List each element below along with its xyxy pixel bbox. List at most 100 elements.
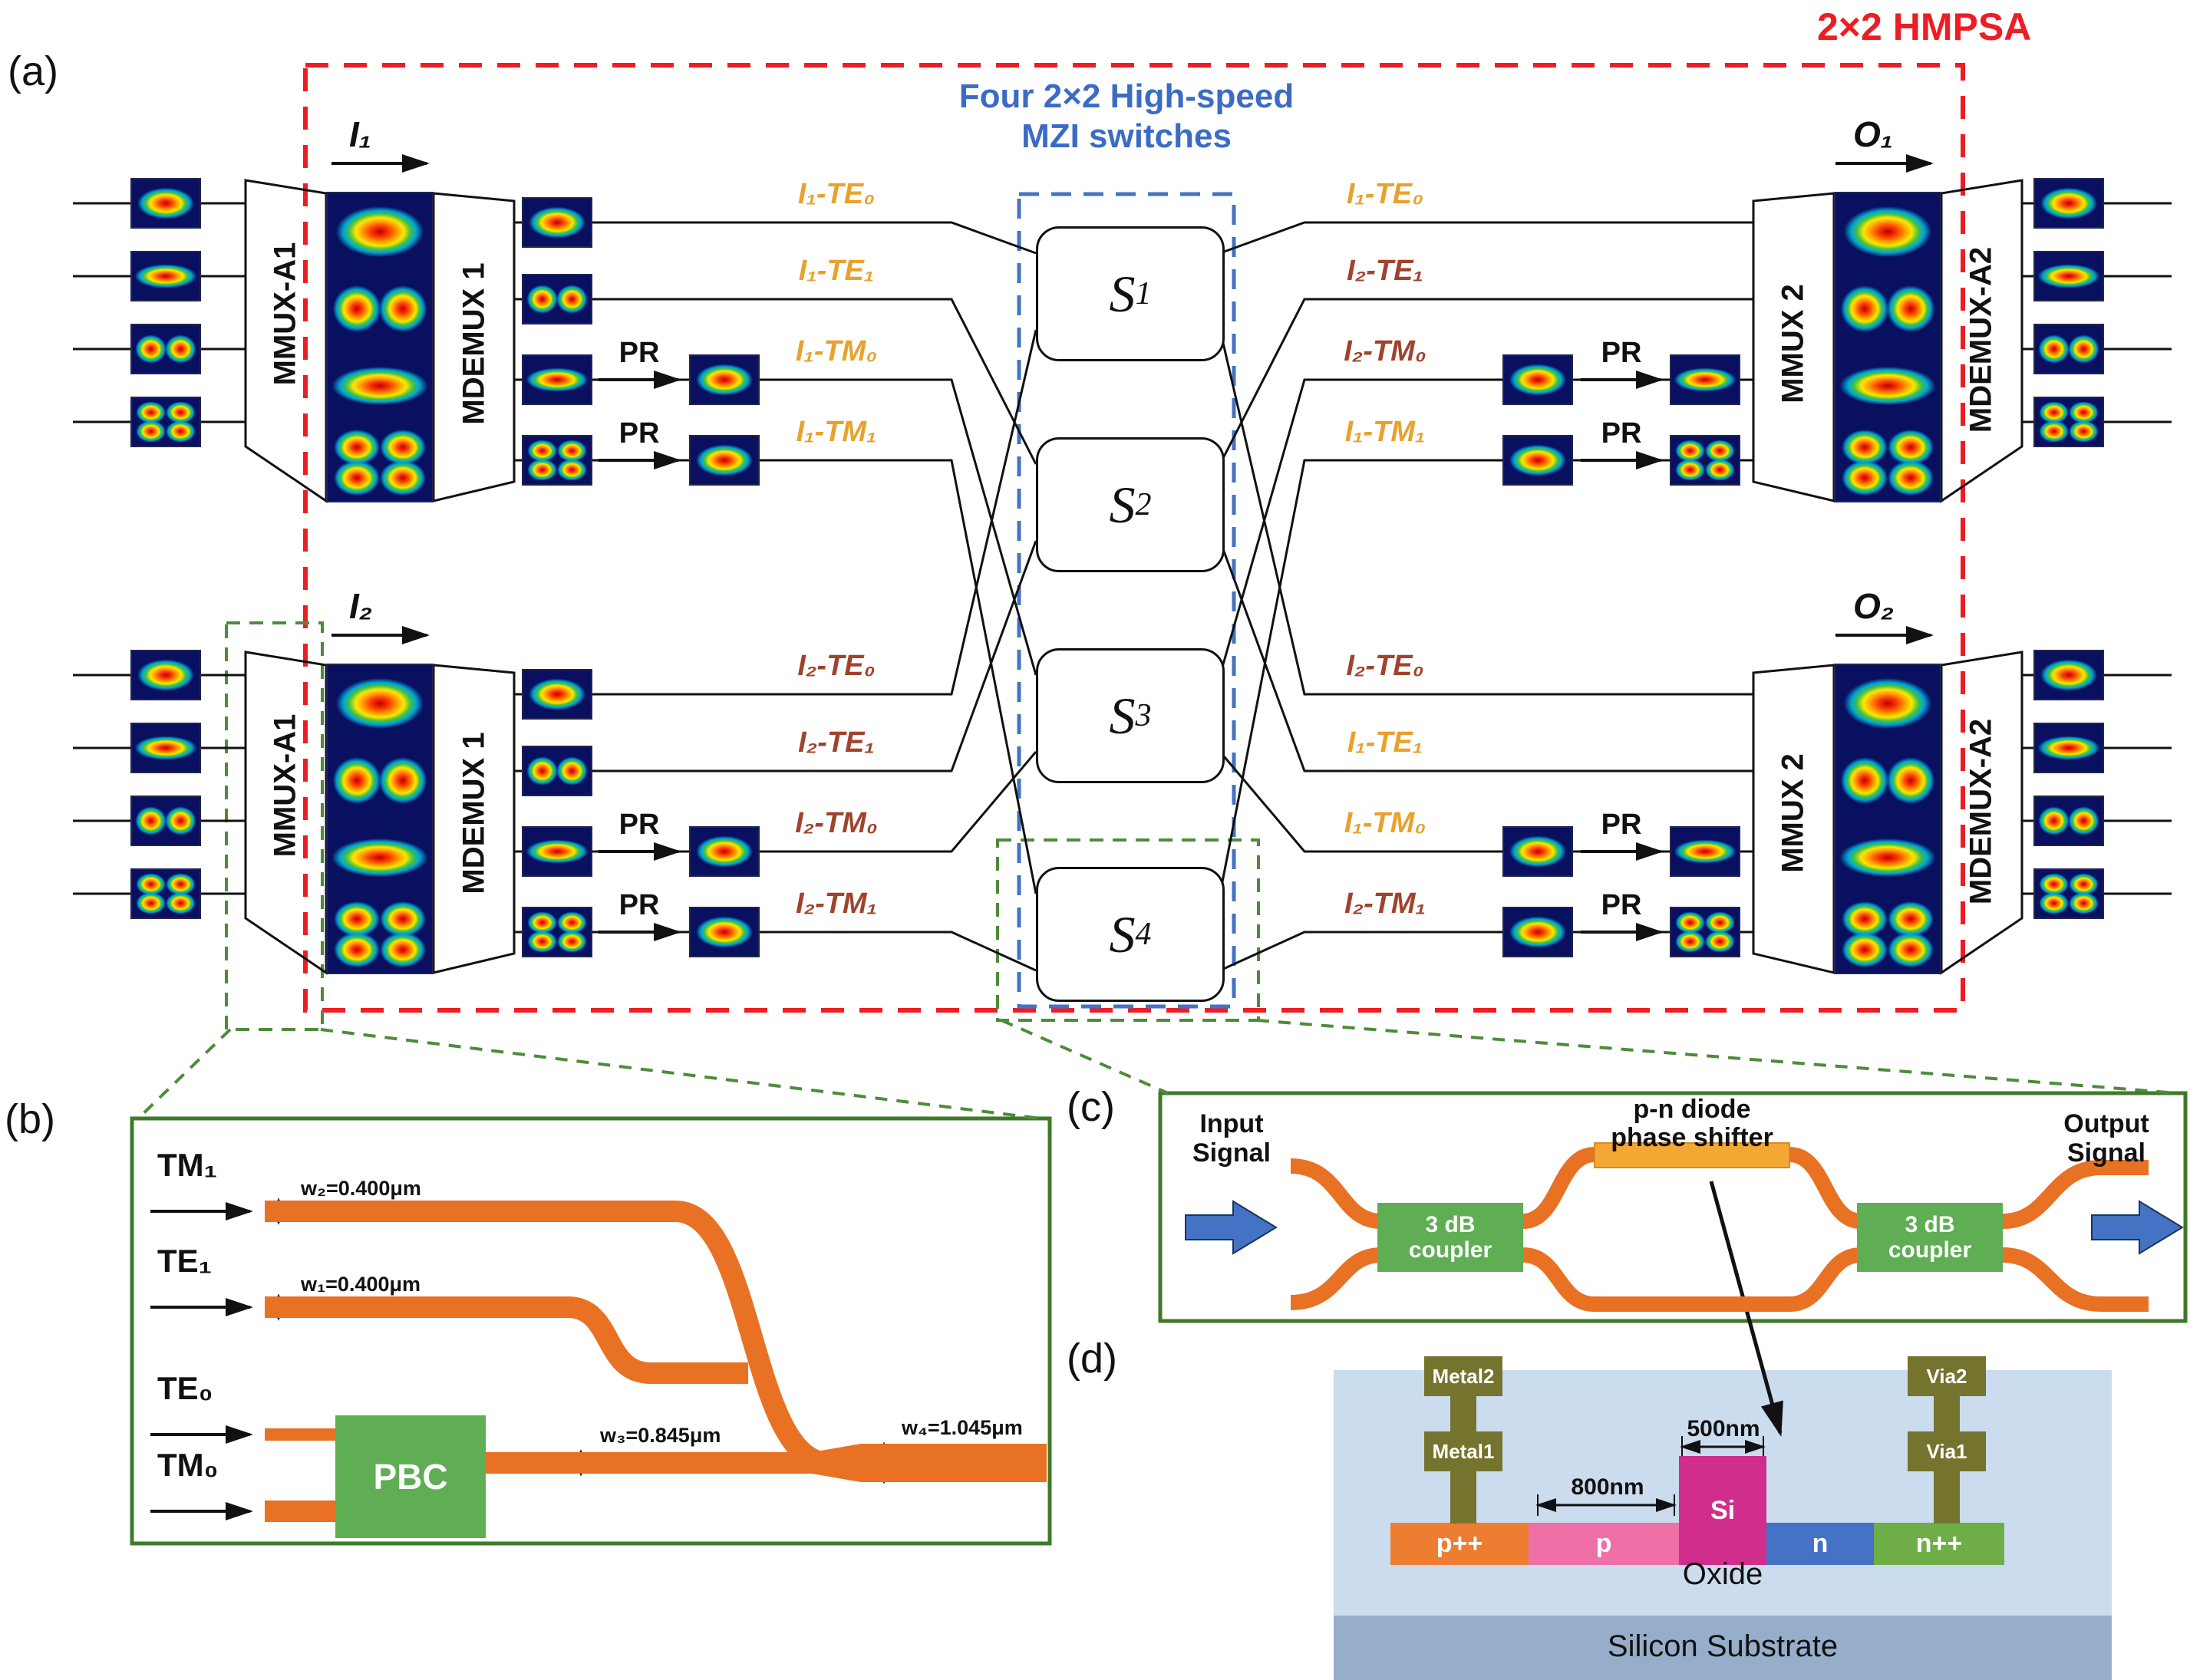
mode-profile-thumbnail	[2033, 650, 2104, 700]
mode-profile-thumbnail	[130, 251, 201, 301]
flow-arrows	[150, 154, 1934, 1520]
switch-base: S	[1109, 686, 1136, 745]
lane-label-left_top-2: I₁-TM₀	[795, 335, 878, 367]
mdemux-1-bottom-shape	[432, 664, 516, 974]
mode-field-pattern	[523, 670, 591, 718]
tm0-port-label: TM₀	[157, 1447, 219, 1483]
metal-via-connector	[1450, 1396, 1476, 1431]
lane-label-left_top-0: I₁-TE₀	[797, 178, 876, 210]
mode-field-pattern	[328, 270, 432, 348]
si-ridge-region: Si	[1679, 1456, 1766, 1565]
right-lane-routes	[1219, 221, 1753, 972]
mode-field-pattern	[1504, 356, 1572, 404]
output-signal-arrow	[2091, 1200, 2184, 1255]
input-signal-arrow	[1185, 1200, 1278, 1255]
w2-annotation: w₂=0.400μm	[301, 1177, 421, 1200]
mode-field-pattern	[328, 423, 432, 501]
lane-label-right_top-3: I₁-TM₁	[1344, 416, 1426, 448]
w4-annotation: w₄=1.045μm	[902, 1416, 1023, 1439]
mode-profile-thumbnail	[522, 197, 592, 248]
panel-b-box	[130, 1116, 1052, 1546]
mzi-input-bottom	[1290, 1247, 1382, 1310]
left-input-lines	[73, 202, 246, 895]
p-label: p	[1595, 1529, 1612, 1558]
mode-field-pattern	[2035, 325, 2103, 373]
te1-waveguide	[265, 1296, 748, 1384]
mode-field-pattern	[523, 356, 591, 404]
mode-field-pattern	[328, 665, 432, 743]
mode-field-pattern	[523, 436, 591, 484]
mode-field-pattern	[132, 325, 200, 373]
mode-profile-thumbnail	[2033, 723, 2104, 773]
pr-label-7: PR	[1601, 889, 1642, 921]
mdemux-1-bottom-label: MDEMUX 1	[457, 732, 491, 894]
switch-base: S	[1109, 475, 1136, 534]
mdemux-a2-top-shape	[1940, 179, 2023, 503]
mode-profile-thumbnail	[130, 324, 201, 374]
panel-b-waveguides	[265, 1201, 864, 1522]
dashed-boxes	[130, 63, 2188, 1546]
mode-profile-thumbnail	[2033, 251, 2104, 301]
mode-profile-thumbnail	[522, 354, 592, 405]
metal2-label: Metal2	[1432, 1364, 1495, 1388]
pr-label-6: PR	[1601, 809, 1642, 841]
input-signal-label: Input Signal	[1192, 1109, 1271, 1168]
mode-profile-thumbnail	[130, 397, 201, 447]
mode-profile-thumbnail	[1670, 354, 1740, 405]
mdemux-1-top-label: MDEMUX 1	[457, 262, 491, 425]
left-lane-routes	[514, 221, 1037, 972]
mode-profile-thumbnail	[689, 826, 760, 877]
mode-profile-thumbnail	[130, 868, 201, 919]
w1-annotation: w₁=0.400μm	[301, 1273, 421, 1296]
mode-field-pattern	[328, 742, 432, 819]
mdemux-a2-bottom-shape	[1940, 651, 2023, 975]
mode-field-pattern	[2035, 180, 2103, 227]
mode-profile-thumbnail	[1670, 435, 1740, 486]
n-plus-plus-region: n++	[1874, 1523, 2004, 1565]
multimode-bus-profile	[1834, 192, 1941, 502]
mode-profile-thumbnail	[1670, 907, 1740, 957]
mode-field-pattern	[523, 199, 591, 246]
mode-field-pattern	[328, 895, 432, 973]
mode-field-pattern	[1671, 356, 1739, 404]
lane-label-right_top-1: I₂-TE₁	[1347, 255, 1423, 287]
n-label: n	[1812, 1529, 1829, 1558]
mode-field-pattern	[1835, 819, 1940, 896]
mmux-2-bottom-label: MMUX 2	[1776, 753, 1810, 873]
mode-profile-thumbnail	[130, 723, 201, 773]
phase-shifter-caption-line2: phase shifter	[1611, 1123, 1773, 1152]
p-region: p	[1529, 1523, 1679, 1565]
mode-profile-thumbnail	[522, 669, 592, 720]
mode-field-pattern	[691, 356, 758, 404]
output-signal-label: Output Signal	[2063, 1109, 2149, 1168]
metal-contact-connector	[1450, 1471, 1476, 1524]
mode-profile-thumbnail	[130, 796, 201, 846]
coupler-2-block: 3 dB coupler	[1857, 1203, 2003, 1272]
via1-block: Via1	[1908, 1431, 1986, 1471]
oxide-label: Oxide	[1682, 1557, 1763, 1591]
via2-label: Via2	[1926, 1364, 1967, 1388]
mmux-a1-bottom-label: MMUX-A1	[268, 713, 302, 858]
switch-base: S	[1109, 904, 1136, 964]
panel-b-label: (b)	[5, 1096, 55, 1142]
mode-field-pattern	[2035, 870, 2103, 917]
mode-field-pattern	[132, 797, 200, 845]
mode-profile-thumbnail	[2033, 397, 2104, 447]
lane-label-left_bottom-3: I₂-TM₁	[796, 888, 877, 920]
phase-shifter-caption: p-n diode phase shifter	[1573, 1095, 1811, 1152]
mdemux-a2-top-label: MDEMUX-A2	[1964, 246, 1998, 433]
mode-field-pattern	[328, 347, 432, 424]
mode-field-pattern	[1504, 828, 1572, 875]
via-connector	[1934, 1396, 1960, 1431]
multimode-bus-profile	[1834, 664, 1941, 974]
mdemux-a2-bottom-label: MDEMUX-A2	[1964, 718, 1998, 905]
te1-port-label: TE₁	[157, 1243, 213, 1279]
pr-label-5: PR	[1601, 417, 1642, 450]
pr-label-2: PR	[618, 809, 660, 841]
switch-sub: 2	[1135, 487, 1152, 522]
mode-field-pattern	[1671, 828, 1739, 875]
mode-field-pattern	[328, 819, 432, 896]
